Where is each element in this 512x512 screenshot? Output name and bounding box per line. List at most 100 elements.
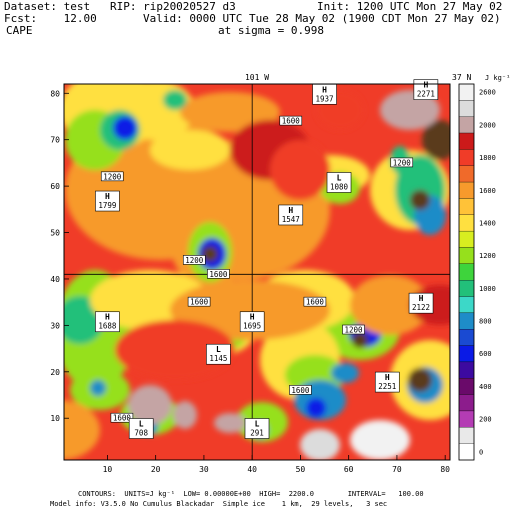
shaded-region bbox=[113, 116, 137, 140]
colorbar-swatch bbox=[458, 296, 475, 314]
contour-label-box bbox=[100, 171, 124, 182]
y-tick-label: 10 bbox=[50, 414, 60, 423]
colorbar-swatch bbox=[458, 427, 475, 444]
extremum-letter: H bbox=[385, 373, 390, 382]
contour-label-box bbox=[207, 269, 230, 279]
contours-line: CONTOURS: UNITS=J kg⁻¹ LOW= 0.00000E+00 … bbox=[78, 490, 424, 498]
shaded-region bbox=[180, 92, 280, 132]
extremum-letter: H bbox=[105, 313, 110, 322]
contour-label: 1600 bbox=[306, 298, 325, 307]
colorbar-swatch bbox=[458, 263, 475, 281]
x-tick-label: 80 bbox=[440, 465, 450, 474]
x-tick-label: 70 bbox=[392, 465, 402, 474]
contour-label: 1600 bbox=[291, 386, 310, 395]
contour-label-box bbox=[187, 296, 211, 307]
colorbar-label: 1400 bbox=[479, 219, 496, 227]
colorbar-swatch bbox=[458, 329, 475, 346]
plot-frame bbox=[63, 83, 451, 461]
sigma-line: at sigma = 0.998 bbox=[218, 24, 324, 37]
colorbar-swatch bbox=[458, 165, 475, 183]
colorbar-swatch bbox=[458, 443, 475, 461]
x-tick-label: 30 bbox=[199, 465, 209, 474]
valid-line: Valid: 0000 UTC Tue 28 May 02 (1900 CDT … bbox=[143, 12, 501, 25]
extremum-letter: H bbox=[250, 313, 255, 322]
shaded-region bbox=[214, 413, 246, 433]
extremum-value: 708 bbox=[134, 429, 148, 438]
extremum-box bbox=[413, 79, 439, 100]
extremum-value: 1937 bbox=[316, 94, 334, 103]
colorbar-swatch bbox=[458, 312, 475, 330]
extremum-letter: H bbox=[105, 192, 110, 201]
contour-label-box bbox=[279, 115, 303, 126]
colorbar-swatch bbox=[458, 394, 475, 412]
colorbar-label: 2600 bbox=[479, 89, 496, 97]
extremum-letter: L bbox=[216, 345, 221, 354]
extremum-value: 291 bbox=[250, 429, 264, 438]
shaded-region bbox=[306, 398, 326, 418]
shaded-region bbox=[408, 368, 432, 392]
contour-label-box bbox=[342, 324, 365, 335]
extremum-value: 2122 bbox=[412, 303, 430, 312]
shaded-region bbox=[173, 401, 197, 429]
x-tick-label: 20 bbox=[151, 465, 161, 474]
x-tick-label: 40 bbox=[247, 465, 257, 474]
contour-label-box bbox=[110, 412, 134, 423]
x-tick-label: 50 bbox=[296, 465, 306, 474]
extremum-value: 1145 bbox=[209, 354, 227, 363]
colorbar-label: 2000 bbox=[479, 121, 496, 129]
contour-label: 1200 bbox=[185, 256, 204, 265]
extremum-letter: L bbox=[255, 420, 260, 429]
extremum-box bbox=[206, 343, 231, 365]
colorbar-label: 200 bbox=[479, 416, 492, 424]
extremum-box bbox=[95, 190, 120, 212]
cape-shaded-field bbox=[64, 84, 450, 460]
contour-label: 1600 bbox=[113, 414, 132, 423]
y-tick-label: 60 bbox=[50, 182, 60, 191]
extremum-value: 1547 bbox=[282, 215, 300, 224]
extremum-box bbox=[278, 204, 304, 226]
colorbar-swatch bbox=[458, 116, 475, 134]
shaded-region bbox=[163, 90, 187, 110]
colorbar-label: 1000 bbox=[479, 285, 496, 293]
x-tick-label: 10 bbox=[103, 465, 113, 474]
shaded-region bbox=[170, 280, 330, 340]
y-tick-label: 30 bbox=[50, 321, 60, 330]
extremum-value: 1080 bbox=[330, 182, 349, 191]
extremum-letter: H bbox=[288, 206, 293, 215]
fcst-line: Fcst: 12.00 bbox=[4, 12, 97, 25]
colorbar-units: J kg⁻¹ bbox=[485, 74, 510, 82]
colorbar-swatch bbox=[458, 214, 475, 232]
shaded-region bbox=[115, 320, 235, 380]
colorbar-swatch bbox=[458, 378, 475, 395]
extremum-box bbox=[408, 292, 434, 314]
colorbar-swatch bbox=[458, 149, 475, 166]
init-line: Init: 1200 UTC Mon 27 May 02 bbox=[317, 0, 503, 13]
colorbar-swatch bbox=[458, 198, 475, 215]
shaded-region bbox=[150, 130, 230, 170]
colorbar-label: 1200 bbox=[479, 252, 496, 260]
extremum-value: 2271 bbox=[417, 90, 435, 99]
colorbar-label: 600 bbox=[479, 350, 492, 358]
right-latitude-label: 37 N bbox=[452, 73, 471, 82]
colorbar-swatch bbox=[458, 132, 475, 150]
extremum-box bbox=[95, 311, 120, 333]
model-info-line: Model info: V3.5.0 No Cumulus Blackadar … bbox=[50, 500, 388, 508]
extremum-box bbox=[374, 371, 400, 393]
shaded-region bbox=[410, 190, 430, 210]
shaded-region bbox=[331, 363, 359, 383]
shaded-region bbox=[90, 380, 106, 396]
lat-lon-lines bbox=[64, 84, 450, 460]
contour-label-box bbox=[390, 157, 414, 168]
contour-label: 1600 bbox=[190, 298, 209, 307]
shaded-region bbox=[352, 332, 368, 348]
colorbar-label: 1600 bbox=[479, 187, 496, 195]
colorbar-swatch bbox=[458, 83, 475, 101]
colorbar-swatch bbox=[458, 410, 475, 428]
colorbar-swatch bbox=[458, 230, 475, 248]
shaded-region bbox=[350, 275, 430, 335]
colorbar: 2600200018001600140012001000800600400200… bbox=[458, 83, 496, 461]
colorbar-swatch bbox=[458, 181, 475, 199]
colorbar-label: 400 bbox=[479, 383, 492, 391]
colorbar-swatch bbox=[458, 345, 475, 363]
